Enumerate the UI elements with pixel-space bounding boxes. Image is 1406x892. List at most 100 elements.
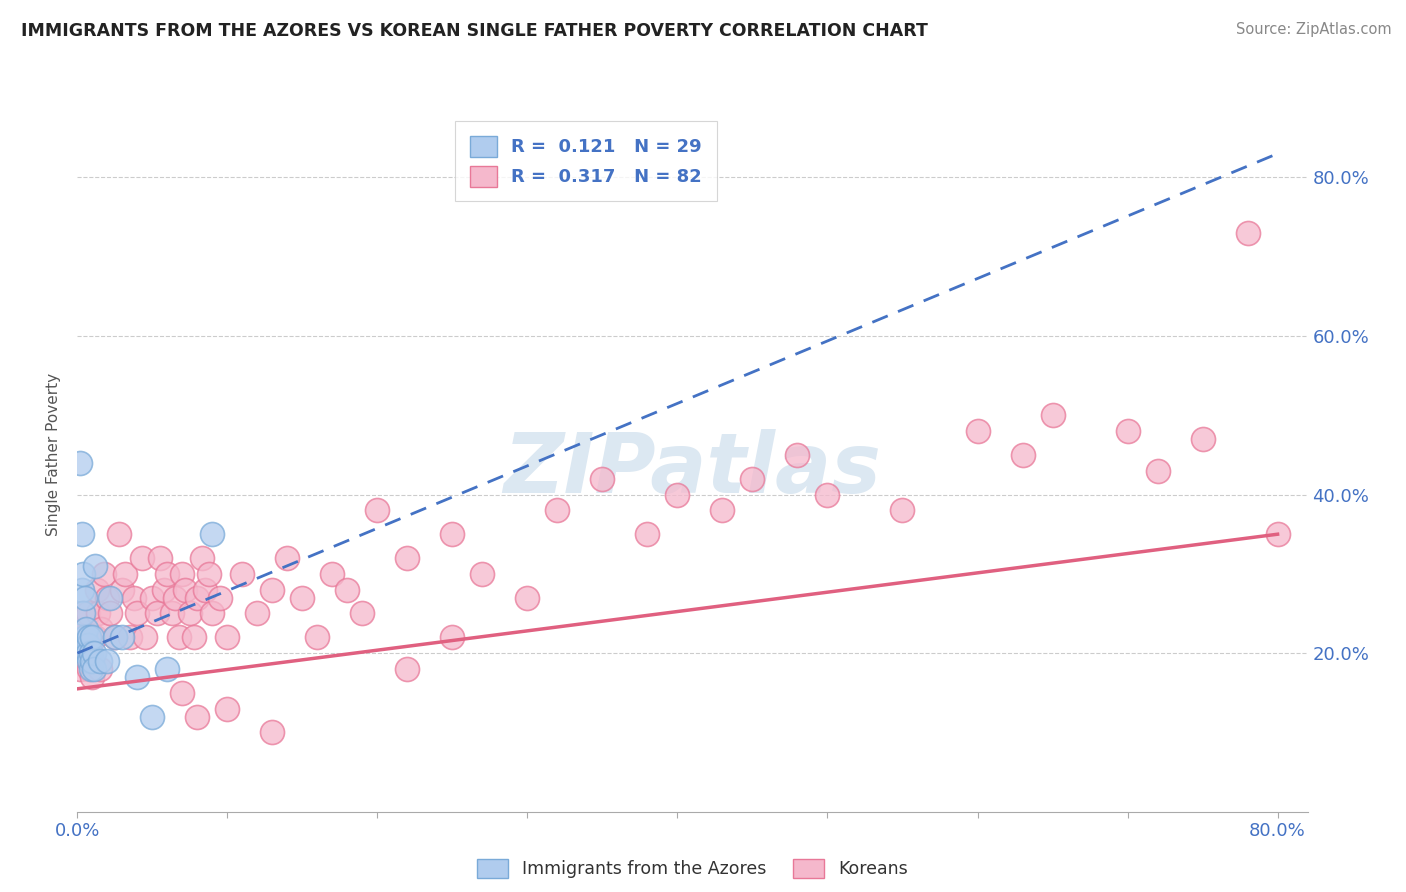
Point: [141, 591, 163, 605]
Point: [96, 591, 118, 605]
Point: [98, 591, 121, 605]
Point: [966, 424, 988, 438]
Point: [75, 646, 97, 660]
Point: [156, 662, 179, 676]
Point: [72, 566, 94, 581]
Point: [73, 630, 96, 644]
Point: [82, 630, 104, 644]
Point: [1011, 448, 1033, 462]
Point: [186, 591, 208, 605]
Legend: Immigrants from the Azores, Koreans: Immigrants from the Azores, Koreans: [470, 852, 915, 885]
Point: [89, 662, 111, 676]
Point: [1267, 527, 1289, 541]
Point: [1146, 464, 1168, 478]
Point: [711, 503, 734, 517]
Point: [1191, 432, 1213, 446]
Point: [114, 566, 136, 581]
Point: [262, 725, 284, 739]
Point: [104, 630, 127, 644]
Point: [156, 566, 179, 581]
Point: [1042, 409, 1064, 423]
Point: [86, 582, 108, 597]
Point: [276, 551, 298, 566]
Point: [817, 487, 839, 501]
Point: [70, 630, 93, 644]
Point: [87, 607, 110, 621]
Point: [201, 607, 224, 621]
Point: [201, 527, 224, 541]
Point: [546, 503, 568, 517]
Point: [73, 591, 96, 605]
Point: [516, 591, 538, 605]
Point: [666, 487, 689, 501]
Text: IMMIGRANTS FROM THE AZORES VS KOREAN SINGLE FATHER POVERTY CORRELATION CHART: IMMIGRANTS FROM THE AZORES VS KOREAN SIN…: [21, 22, 928, 40]
Point: [321, 566, 343, 581]
Point: [591, 472, 613, 486]
Point: [80, 646, 103, 660]
Point: [153, 582, 176, 597]
Point: [76, 646, 98, 660]
Point: [198, 566, 221, 581]
Point: [96, 654, 118, 668]
Point: [124, 591, 146, 605]
Point: [291, 591, 314, 605]
Point: [76, 607, 98, 621]
Point: [127, 607, 149, 621]
Point: [134, 630, 156, 644]
Point: [141, 709, 163, 723]
Text: Source: ZipAtlas.com: Source: ZipAtlas.com: [1236, 22, 1392, 37]
Point: [108, 527, 131, 541]
Point: [262, 582, 284, 597]
Point: [69, 662, 91, 676]
Point: [89, 654, 111, 668]
Point: [441, 630, 464, 644]
Point: [441, 527, 464, 541]
Point: [111, 582, 134, 597]
Point: [231, 566, 253, 581]
Point: [217, 701, 239, 715]
Point: [246, 607, 269, 621]
Point: [194, 582, 217, 597]
Point: [174, 582, 197, 597]
Point: [93, 566, 115, 581]
Point: [76, 638, 98, 652]
Point: [307, 630, 329, 644]
Point: [90, 623, 112, 637]
Point: [83, 662, 105, 676]
Point: [160, 607, 183, 621]
Point: [183, 630, 205, 644]
Point: [80, 662, 103, 676]
Point: [84, 630, 107, 644]
Point: [396, 662, 419, 676]
Point: [73, 646, 96, 660]
Point: [1236, 226, 1258, 240]
Point: [741, 472, 763, 486]
Point: [75, 623, 97, 637]
Point: [98, 607, 121, 621]
Point: [179, 607, 201, 621]
Point: [79, 654, 101, 668]
Point: [82, 670, 104, 684]
Point: [366, 503, 388, 517]
Point: [146, 607, 169, 621]
Point: [70, 582, 93, 597]
Point: [111, 630, 134, 644]
Point: [80, 646, 103, 660]
Text: ZIPatlas: ZIPatlas: [503, 429, 882, 509]
Point: [72, 607, 94, 621]
Point: [191, 551, 214, 566]
Point: [149, 551, 172, 566]
Point: [172, 686, 194, 700]
Point: [72, 607, 94, 621]
Point: [172, 566, 194, 581]
Point: [131, 551, 153, 566]
Y-axis label: Single Father Poverty: Single Father Poverty: [46, 374, 62, 536]
Point: [786, 448, 808, 462]
Point: [217, 630, 239, 644]
Point: [83, 646, 105, 660]
Point: [636, 527, 658, 541]
Point: [352, 607, 374, 621]
Point: [82, 654, 104, 668]
Point: [396, 551, 419, 566]
Point: [75, 623, 97, 637]
